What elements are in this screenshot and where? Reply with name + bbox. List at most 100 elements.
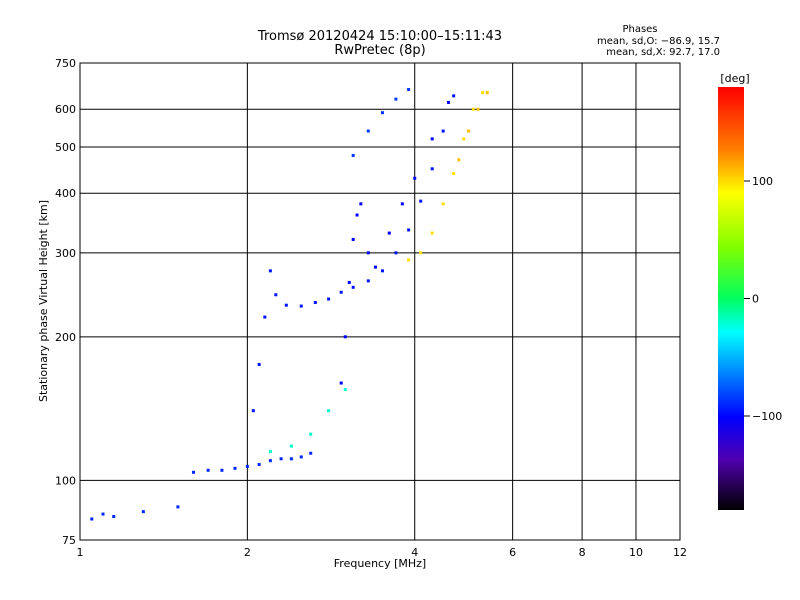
y-tick-label: 100 xyxy=(55,474,76,487)
x-tick-label: 6 xyxy=(509,546,516,559)
data-point xyxy=(141,510,145,514)
data-point xyxy=(430,231,434,235)
data-point xyxy=(446,100,450,104)
y-tick-label: 750 xyxy=(55,57,76,70)
colorbar-tick-label: 0 xyxy=(752,293,759,306)
data-point xyxy=(471,107,475,111)
data-point xyxy=(366,129,370,133)
data-point xyxy=(299,455,303,459)
data-point xyxy=(245,464,249,468)
x-axis-label: Frequency [MHz] xyxy=(334,557,426,570)
grid-layer xyxy=(80,63,680,540)
x-tick-label: 12 xyxy=(673,546,687,559)
colorbar xyxy=(718,87,744,510)
data-point xyxy=(380,269,384,273)
data-point xyxy=(351,153,355,157)
data-point xyxy=(419,251,423,255)
data-point xyxy=(441,202,445,206)
data-point xyxy=(430,137,434,141)
x-tick-label: 4 xyxy=(411,546,418,559)
phases-line-o: mean, sd,O: −86.9, 15.7 xyxy=(597,36,720,47)
colorbar-ticks: 100 0 −100 xyxy=(744,175,782,423)
data-point xyxy=(289,444,293,448)
data-point xyxy=(394,97,398,101)
data-point xyxy=(309,451,313,455)
data-point xyxy=(355,213,359,217)
data-point xyxy=(251,409,255,413)
colorbar-tick-label: 100 xyxy=(752,175,773,188)
data-point xyxy=(413,176,417,180)
data-point xyxy=(347,280,351,284)
data-point xyxy=(467,129,471,133)
data-point xyxy=(220,468,224,472)
data-point xyxy=(457,158,461,162)
x-ticks: 1 2 4 6 8 10 12 xyxy=(77,546,688,559)
data-point xyxy=(407,258,411,262)
chart-subtitle: RwPretec (8p) xyxy=(334,43,425,58)
phases-title: Phases xyxy=(622,24,657,35)
y-tick-label: 600 xyxy=(55,103,76,116)
data-point xyxy=(441,129,445,133)
data-point xyxy=(257,362,261,366)
data-point xyxy=(462,137,466,141)
data-point xyxy=(380,111,384,115)
data-point xyxy=(274,293,278,297)
data-point xyxy=(191,470,195,474)
x-tick-label: 2 xyxy=(244,546,251,559)
points-layer xyxy=(90,87,489,521)
y-tick-label: 75 xyxy=(62,534,76,547)
data-point xyxy=(366,251,370,255)
data-point xyxy=(206,468,210,472)
y-tick-label: 500 xyxy=(55,141,76,154)
x-tick-label: 10 xyxy=(629,546,643,559)
data-point xyxy=(112,515,116,519)
data-point xyxy=(452,171,456,175)
x-tick-label: 1 xyxy=(77,546,84,559)
x-tick-label: 8 xyxy=(579,546,586,559)
data-point xyxy=(313,301,317,305)
data-point xyxy=(366,279,370,283)
plot-frame xyxy=(79,62,681,541)
y-ticks: 75 100 200 300 400 500 600 750 xyxy=(55,57,76,547)
data-point xyxy=(343,388,347,392)
data-point xyxy=(339,290,343,294)
data-point xyxy=(485,91,489,95)
y-axis-label: Stationary phase Virtual Height [km] xyxy=(37,200,50,402)
data-point xyxy=(101,512,105,516)
data-point xyxy=(387,231,391,235)
data-point xyxy=(279,457,283,461)
data-point xyxy=(327,409,331,413)
data-point xyxy=(268,269,272,273)
data-point xyxy=(407,87,411,91)
data-point xyxy=(284,303,288,307)
y-tick-label: 200 xyxy=(55,331,76,344)
data-point xyxy=(268,449,272,453)
data-point xyxy=(327,297,331,301)
y-tick-label: 400 xyxy=(55,187,76,200)
colorbar-tick-label: −100 xyxy=(752,410,782,423)
chart-title: Tromsø 20120424 15:10:00–15:11:43 xyxy=(257,29,502,44)
data-point xyxy=(394,251,398,255)
data-point xyxy=(481,91,485,95)
y-tick-label: 300 xyxy=(55,247,76,260)
data-point xyxy=(343,335,347,339)
data-point xyxy=(90,517,94,521)
data-point xyxy=(351,285,355,289)
data-point xyxy=(452,94,456,98)
data-point xyxy=(257,462,261,466)
data-point xyxy=(289,457,293,461)
data-point xyxy=(373,265,377,269)
data-point xyxy=(419,199,423,203)
data-point xyxy=(407,228,411,232)
data-point xyxy=(400,202,404,206)
data-point xyxy=(176,505,180,509)
colorbar-label: [deg] xyxy=(720,72,749,85)
data-point xyxy=(233,466,237,470)
data-point xyxy=(359,202,363,206)
data-point xyxy=(309,432,313,436)
data-point xyxy=(476,107,480,111)
data-point xyxy=(339,381,343,385)
data-point xyxy=(263,315,267,319)
data-point xyxy=(351,237,355,241)
